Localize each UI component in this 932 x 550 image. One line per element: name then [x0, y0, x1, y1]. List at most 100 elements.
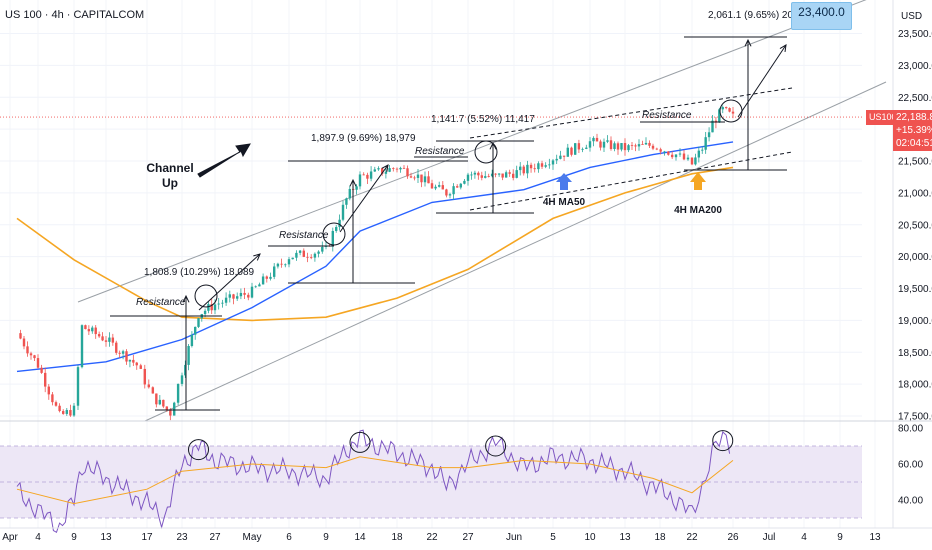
candle-body [87, 329, 91, 332]
rsi-tick: 40.00 [898, 496, 923, 507]
candle-body [402, 167, 406, 169]
time-tick: 26 [727, 532, 739, 543]
candle-body [707, 132, 711, 138]
candle-body [511, 173, 515, 178]
arrowhead [253, 253, 261, 261]
ma200-arrow [690, 172, 706, 190]
candle-body [302, 250, 305, 257]
candle-body [592, 137, 595, 142]
rsi-tick: 80.00 [898, 424, 923, 435]
candle-body [313, 253, 317, 258]
candle-body [562, 155, 566, 157]
candle-body [555, 158, 558, 161]
candle-body [423, 176, 427, 183]
highlight-circle [194, 284, 218, 308]
candle-body [317, 251, 320, 254]
candle-body [228, 294, 231, 298]
time-tick: Jun [506, 532, 522, 543]
arrowhead [349, 178, 357, 187]
time-tick: 13 [869, 532, 881, 543]
candle-body [655, 148, 659, 150]
candle-body [526, 164, 529, 174]
candle-body [158, 399, 162, 405]
rsi-highlight-circle [349, 431, 371, 453]
time-tick: 13 [619, 532, 631, 543]
candle-body [335, 227, 338, 231]
resistance-label: Resistance [415, 146, 465, 157]
candle-body [207, 304, 210, 311]
candle-body [273, 266, 276, 277]
candle-body [641, 144, 644, 145]
candle-body [670, 154, 674, 158]
candle-body [682, 153, 686, 160]
candle-body [287, 259, 291, 265]
candle-body [487, 176, 490, 177]
price-tag-change: +15.39% [893, 123, 932, 138]
candle-body [504, 172, 508, 178]
candle-body [459, 183, 462, 188]
price-tag-value: 22,188.8 [893, 110, 932, 125]
candle-body [441, 185, 444, 190]
candle-body [559, 155, 562, 159]
candle-body [690, 157, 694, 165]
candle-body [362, 174, 365, 176]
candle-body [721, 107, 724, 110]
rsi-highlight-circle [712, 430, 734, 452]
candle-body [62, 411, 65, 414]
candle-body [19, 333, 22, 339]
channel-upper [77, 0, 867, 303]
projection-arrow [737, 44, 787, 118]
price-tick: 21,500.0 [898, 157, 932, 168]
inner-channel-lower [469, 151, 793, 211]
time-tick: 10 [584, 532, 596, 543]
candle-body [406, 168, 409, 177]
time-tick: Apr [2, 532, 18, 543]
candle-body [463, 180, 466, 184]
candle-body [104, 340, 108, 342]
candle-body [115, 342, 118, 353]
candle-body [247, 294, 250, 298]
candle-body [434, 186, 437, 189]
channel-up-label: Channel [146, 161, 193, 175]
candle-body [494, 173, 497, 175]
candle-body [143, 368, 146, 385]
candle-body [599, 141, 602, 148]
rsi-highlight-circle [188, 439, 209, 461]
candle-body [221, 302, 224, 304]
candle-body [627, 145, 630, 151]
candle-body [36, 358, 40, 368]
candle-body [731, 111, 735, 114]
price-tag-countdown: 02:04:51 [893, 136, 932, 151]
highlight-circle [322, 222, 346, 246]
candle-body [519, 166, 522, 171]
candle-body [399, 167, 402, 170]
candle-body [254, 286, 257, 288]
candle-body [384, 171, 388, 174]
candle-body [416, 174, 420, 178]
candle-body [176, 383, 180, 403]
candle-body [210, 304, 213, 311]
candle-body [508, 172, 511, 174]
candle-body [501, 173, 504, 178]
candle-body [663, 151, 666, 153]
time-tick: 17 [141, 532, 153, 543]
price-tick: 18,000.0 [898, 380, 932, 391]
candle-body [91, 327, 94, 332]
candle-body [295, 252, 298, 258]
candle-body [165, 406, 169, 410]
candle-body [310, 257, 313, 259]
candle-body [373, 169, 376, 172]
resistance-label: Resistance [136, 297, 186, 308]
channel-lower [144, 81, 887, 422]
candle-body [570, 147, 573, 155]
candle-body [345, 198, 348, 205]
channel-lines [77, 0, 887, 422]
candle-body [420, 174, 423, 183]
candle-body [711, 120, 714, 133]
ma50-line [16, 141, 734, 373]
candle-body [284, 264, 287, 266]
candle-body [348, 188, 351, 199]
highlight-circle [474, 140, 498, 164]
